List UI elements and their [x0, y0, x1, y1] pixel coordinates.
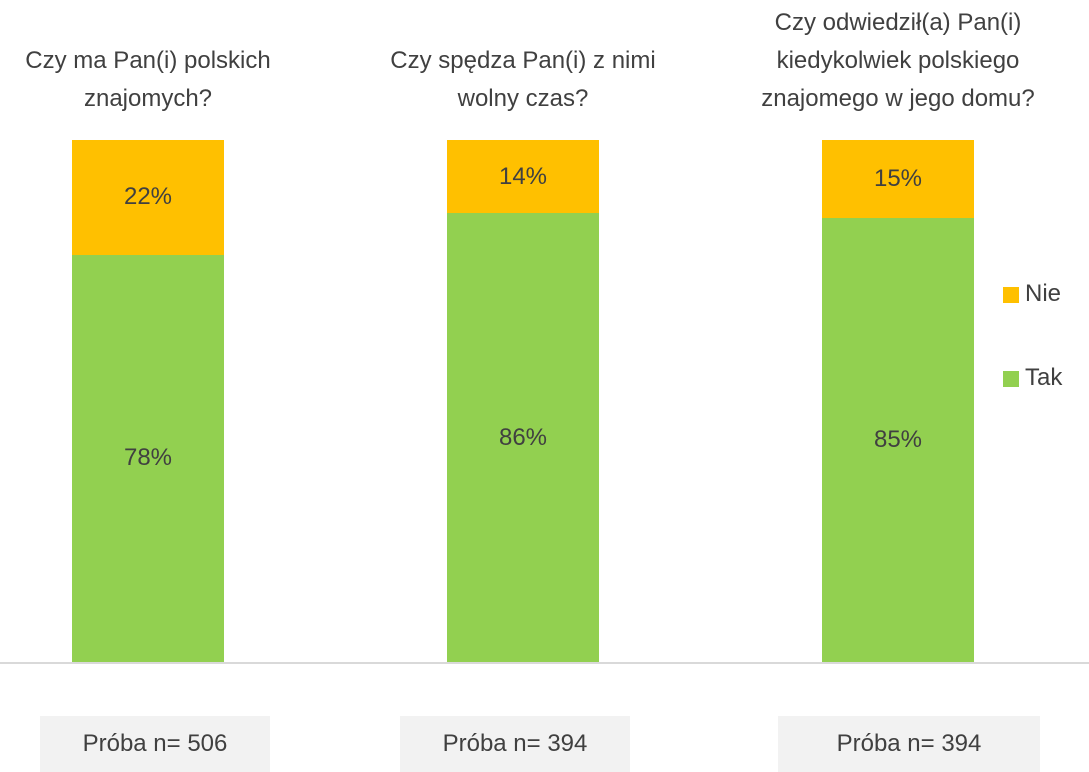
- value-label: 86%: [498, 423, 548, 451]
- bar-segment: 86%: [447, 213, 599, 662]
- legend-label: Tak: [1025, 364, 1063, 391]
- value-label: 22%: [123, 183, 173, 211]
- bar-segment: 22%: [72, 140, 224, 255]
- legend-swatch: [1003, 287, 1019, 303]
- value-label: 85%: [873, 426, 923, 454]
- sample-note: Próba n= 394: [778, 716, 1040, 772]
- category-label: Czy ma Pan(i) polskich znajomych?: [25, 47, 271, 112]
- bar-segment: 85%: [822, 218, 974, 662]
- sample-note: Próba n= 506: [40, 716, 270, 772]
- value-label: 78%: [123, 444, 173, 472]
- legend-swatch: [1003, 371, 1019, 387]
- bar-segment: 14%: [447, 140, 599, 214]
- value-label: 15%: [873, 165, 923, 193]
- value-label: 14%: [498, 162, 548, 190]
- category-label: Czy spędza Pan(i) z nimi wolny czas?: [390, 47, 656, 112]
- axis-line: [0, 662, 1089, 664]
- bar-segment: 15%: [822, 140, 974, 219]
- category-label: Czy odwiedził(a) Pan(i) kiedykolwiek pol…: [761, 9, 1035, 112]
- bar-segment: 78%: [72, 254, 224, 662]
- legend-label: Nie: [1025, 280, 1062, 307]
- sample-note: Próba n= 394: [400, 716, 630, 772]
